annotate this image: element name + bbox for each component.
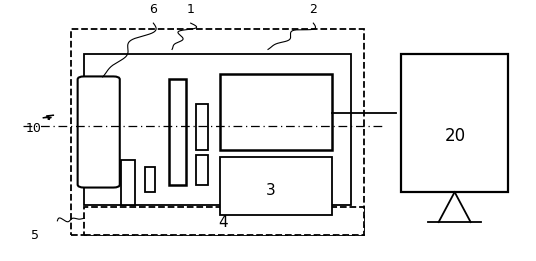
Text: 1: 1	[187, 3, 195, 16]
Bar	[169, 79, 187, 185]
Bar	[84, 54, 351, 205]
Bar	[84, 207, 364, 235]
Text: 10: 10	[25, 122, 41, 135]
Bar	[71, 29, 364, 235]
Bar	[196, 155, 208, 185]
Bar	[401, 54, 508, 192]
Bar	[220, 74, 332, 150]
Bar	[121, 159, 135, 205]
Text: 20: 20	[445, 127, 466, 145]
Text: 6: 6	[150, 3, 157, 16]
Text: 2: 2	[309, 3, 317, 16]
Bar	[220, 157, 332, 215]
Text: 4: 4	[218, 215, 227, 230]
Bar	[196, 104, 208, 150]
Text: 5: 5	[31, 229, 39, 242]
FancyBboxPatch shape	[78, 76, 120, 188]
Text: 3: 3	[266, 183, 276, 198]
Bar	[145, 167, 155, 192]
